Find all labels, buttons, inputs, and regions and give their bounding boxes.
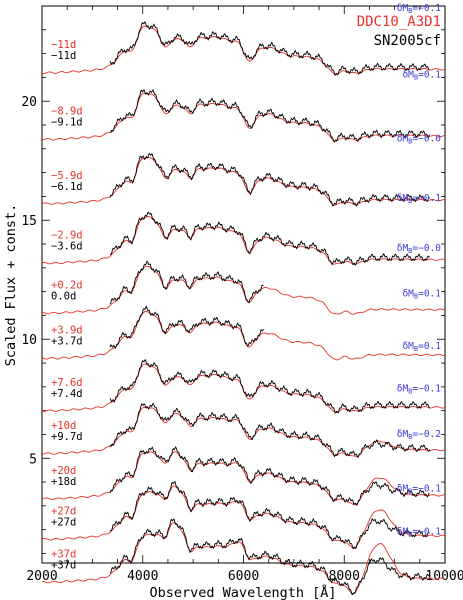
observed-spectrum-line (109, 21, 430, 77)
obs-phase-label: +7.4d (51, 388, 83, 400)
y-tick-label: 5 (29, 452, 37, 467)
y-tick-label: 20 (21, 95, 37, 110)
model-phase-label: +3.9d (51, 325, 83, 337)
obs-phase-label: +3.7d (51, 336, 83, 348)
observed-spectrum-line (109, 359, 430, 414)
epoch-group: +7.6d+7.4d δMB=0.1 (41, 341, 446, 414)
model-spectrum-line (41, 406, 446, 457)
observed-spectrum-line (109, 402, 431, 459)
delta-mb-label: δMB=−0.1 (397, 193, 442, 205)
observed-spectrum-line (109, 518, 431, 596)
model-spectrum-line (42, 522, 446, 595)
y-tick-label: 15 (21, 214, 37, 229)
model-phase-label: −8.9d (51, 106, 83, 118)
epoch-group: +10d+9.7d δMB=−0.1 (41, 384, 446, 459)
delta-mb-label: δMB=−0.2 (397, 429, 441, 441)
model-spectrum-line (41, 93, 446, 142)
model-phase-label: +0.2d (51, 279, 83, 291)
obs-phase-label: −9.1d (51, 117, 83, 129)
model-phase-label: +27d (51, 506, 76, 518)
obs-phase-label: −11d (51, 50, 76, 62)
model-spectrum-line (41, 265, 446, 315)
legend-model-label: DDC10_A3D1 (357, 14, 441, 30)
x-tick-label: 8000 (329, 569, 360, 584)
model-spectrum-line (41, 451, 445, 506)
x-tick-label: 6000 (228, 569, 259, 584)
obs-phase-label: −3.6d (51, 240, 83, 252)
y-tick-group: 5 10 15 20 (21, 29, 445, 554)
spectra-series: −11d−11d δMB=−0.1 −8.9d−9.1d δMB=0.1 −5.9d−6… (41, 3, 446, 596)
model-spectrum-line (41, 485, 446, 549)
delta-mb-label: δMB=0.1 (402, 288, 441, 300)
delta-mb-label: δMB=−0.1 (397, 3, 442, 15)
x-axis-label: Observed Wavelength [Å] (150, 584, 337, 600)
y-axis-label: Scaled Flux + const. (3, 204, 19, 367)
epoch-group: +3.9d+3.7d δMB=0.1 (41, 288, 445, 361)
epoch-group: +0.2d0.0d δMB=−0.0 (41, 243, 446, 315)
y-axis: 5 10 15 20 Scaled Flux + const. (3, 29, 445, 554)
epoch-group: +20d+18d δMB=−0.2 (41, 429, 445, 506)
x-tick-label: 10000 (425, 569, 463, 584)
x-axis: 2000 4000 6000 8000 10000 Observed Wavelengt… (26, 6, 463, 600)
observed-spectrum-line (109, 260, 264, 305)
model-phase-label: +20d (51, 465, 76, 477)
observed-spectrum-line (109, 305, 264, 350)
observed-spectrum-line (109, 481, 430, 550)
epoch-group: −8.9d−9.1d δMB=0.1 (41, 69, 446, 143)
delta-mb-label: δMB=−0.0 (397, 134, 442, 146)
observed-spectrum-line (109, 152, 430, 207)
obs-phase-label: +37d (51, 559, 76, 571)
observed-spectrum-line (109, 211, 430, 266)
obs-phase-label: +27d (51, 517, 76, 529)
observed-spectrum-line (109, 89, 431, 143)
epoch-group: +27d+27d δMB=−0.1 (41, 481, 446, 550)
model-spectrum-line (41, 310, 445, 361)
delta-mb-label: δMB=−0.1 (397, 384, 442, 396)
y-tick-label: 10 (21, 333, 37, 348)
x-tick-label: 2000 (26, 569, 57, 584)
observed-spectrum-line (109, 445, 430, 506)
obs-phase-label: +18d (51, 476, 76, 488)
delta-mb-label: δMB=−0.1 (397, 484, 442, 496)
epoch-group: +37d+37d δMB=−0.1 (42, 518, 446, 596)
model-spectrum-line (41, 216, 446, 265)
model-phase-label: −5.9d (51, 170, 83, 182)
delta-mb-label: δMB=−0.0 (397, 243, 442, 255)
model-spectrum-line (41, 363, 446, 414)
delta-mb-label: δMB=−0.1 (397, 526, 442, 538)
epoch-group: −2.9d−3.6d δMB=−0.1 (41, 193, 446, 266)
legend: DDC10_A3D1 SN2005cf (357, 14, 441, 49)
delta-mb-label: δMB=0.1 (402, 341, 441, 353)
legend-observed-label: SN2005cf (374, 33, 441, 49)
obs-phase-label: +9.7d (51, 431, 83, 443)
delta-mb-label: δMB=0.1 (402, 69, 441, 81)
model-phase-label: +7.6d (51, 377, 83, 389)
model-spectrum-line (41, 157, 446, 206)
model-phase-label: −11d (51, 39, 76, 51)
x-tick-label: 4000 (127, 569, 158, 584)
x-tick-group: 2000 4000 6000 8000 10000 (26, 6, 463, 584)
obs-phase-label: 0.0d (51, 290, 76, 302)
epoch-group: −5.9d−6.1d δMB=−0.0 (41, 134, 446, 207)
model-phase-label: +37d (51, 548, 76, 560)
model-phase-label: −2.9d (51, 229, 83, 241)
obs-phase-label: −6.1d (51, 181, 83, 193)
model-phase-label: +10d (51, 420, 76, 432)
epoch-group: −11d−11d δMB=−0.1 (41, 3, 446, 77)
